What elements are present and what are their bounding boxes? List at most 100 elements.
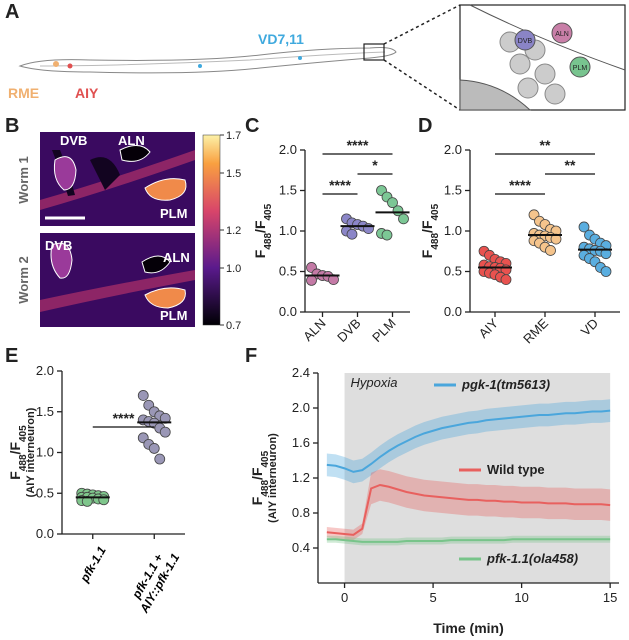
data-point xyxy=(545,245,556,256)
significance-label: ** xyxy=(540,137,551,153)
neuron-label: RME xyxy=(8,85,39,101)
y-axis-sublabel: (AIY interneuron) xyxy=(267,433,279,523)
y-tick-label: 1.5 xyxy=(444,183,462,198)
worm-diagram xyxy=(18,4,626,111)
data-point xyxy=(137,390,149,401)
y-tick-label: 1.0 xyxy=(36,445,54,460)
y-tick-label: 2.4 xyxy=(292,365,310,380)
cell-label: ALN xyxy=(118,133,145,148)
significance-label: **** xyxy=(329,177,351,193)
y-axis-label-part: 405 xyxy=(260,450,271,467)
data-point xyxy=(387,197,398,209)
inset-label: PLM xyxy=(573,65,588,72)
x-tick-label: ALN xyxy=(300,316,328,344)
data-point xyxy=(600,266,612,277)
y-axis-label: F488/F405 xyxy=(252,203,274,258)
y-axis-label-part: 488 xyxy=(430,233,441,250)
data-point xyxy=(381,229,393,241)
y-tick-label: 0.0 xyxy=(444,304,462,319)
x-tick-label: 5 xyxy=(429,590,436,605)
y-tick-label: 1.6 xyxy=(292,435,310,450)
legend-label: pfk-1.1(ola458) xyxy=(486,551,578,566)
y-tick-label: 0.5 xyxy=(444,264,462,279)
cell-label: PLM xyxy=(160,308,187,323)
y-axis-label-part: /F xyxy=(249,467,265,480)
data-point xyxy=(148,443,160,454)
y-tick-label: 0.0 xyxy=(279,304,297,319)
y-tick-label: 2.0 xyxy=(444,142,462,157)
x-tick-label: AIY xyxy=(476,315,502,341)
data-point xyxy=(159,426,171,438)
series-line xyxy=(326,409,611,473)
legend-label: pgk-1(tm5613) xyxy=(461,377,550,392)
y-axis-label-part: /F xyxy=(419,220,435,233)
row-label: Worm 2 xyxy=(16,256,31,303)
data-point xyxy=(98,494,110,506)
colorbar-tick-label: 0.7 xyxy=(226,320,241,332)
significance-label: **** xyxy=(347,137,369,153)
data-point xyxy=(363,223,374,234)
row-label: Worm 1 xyxy=(16,156,31,203)
cell-label: DVB xyxy=(45,238,72,253)
cell-label: PLM xyxy=(160,206,187,221)
x-tick-label: 10 xyxy=(514,590,528,605)
error-band xyxy=(326,399,611,484)
y-axis-label-part: F xyxy=(249,496,265,505)
x-tick-label: RME xyxy=(520,315,551,346)
y-axis-label-part: 488 xyxy=(18,454,29,471)
y-axis-label: F488/F405 xyxy=(419,203,441,258)
y-tick-label: 1.5 xyxy=(36,404,54,419)
y-tick-label: 1.5 xyxy=(279,183,297,198)
series-line xyxy=(326,483,611,536)
y-axis-label-part: 405 xyxy=(18,425,29,442)
colorbar-tick-label: 1.7 xyxy=(226,130,241,142)
neuron-label: VD7,11 xyxy=(258,31,304,47)
panel-label: C xyxy=(245,115,259,137)
y-tick-label: 2.0 xyxy=(36,363,54,378)
x-tick-label: DVB xyxy=(334,316,364,346)
data-point xyxy=(500,274,512,286)
colorbar-tick-label: 1.0 xyxy=(226,263,241,275)
y-axis-label-part: F xyxy=(7,471,23,480)
x-tick-label: 15 xyxy=(603,590,617,605)
y-axis-label-part: F xyxy=(419,249,435,258)
y-axis-label-part: 405 xyxy=(263,203,274,220)
legend-label: Wild type xyxy=(487,462,545,477)
y-axis-label-part: /F xyxy=(7,442,23,455)
fluorescence-images xyxy=(40,132,221,327)
x-tick-label: 0 xyxy=(341,590,348,605)
y-axis-label-part: /F xyxy=(252,220,268,233)
panel-label: B xyxy=(5,115,19,137)
y-tick-label: 1.0 xyxy=(279,223,297,238)
y-axis-label: F488/F405 xyxy=(7,425,29,480)
y-axis-label-part: 488 xyxy=(260,480,271,497)
y-axis-label: F488/F405 xyxy=(249,450,271,505)
panel-label: E xyxy=(5,345,18,367)
x-tick-label: PLM xyxy=(369,316,399,346)
y-tick-label: 0.5 xyxy=(279,264,297,279)
y-tick-label: 1.2 xyxy=(292,470,310,485)
y-tick-label: 0.5 xyxy=(36,485,54,500)
x-tick-label: VD xyxy=(578,316,601,339)
data-point xyxy=(154,453,166,465)
y-tick-label: 0.4 xyxy=(292,540,310,555)
significance-label: **** xyxy=(509,177,531,193)
panel-label: F xyxy=(245,345,257,367)
neuron-label: AIY xyxy=(75,85,99,101)
y-tick-label: 1.0 xyxy=(444,223,462,238)
data-point xyxy=(346,228,358,240)
panel-label: A xyxy=(5,1,19,23)
y-axis-label-part: 405 xyxy=(430,203,441,220)
significance-label: * xyxy=(372,157,378,173)
colorbar-tick-label: 1.2 xyxy=(226,225,241,237)
y-tick-label: 2.0 xyxy=(292,400,310,415)
y-tick-label: 0.0 xyxy=(36,526,54,541)
annotation: Hypoxia xyxy=(351,375,398,390)
y-axis-label-part: F xyxy=(252,249,268,258)
significance-label: **** xyxy=(113,410,135,426)
data-point xyxy=(578,221,590,233)
data-point xyxy=(306,275,317,286)
significance-label: ** xyxy=(565,157,576,173)
hypoxia-region xyxy=(344,373,611,583)
